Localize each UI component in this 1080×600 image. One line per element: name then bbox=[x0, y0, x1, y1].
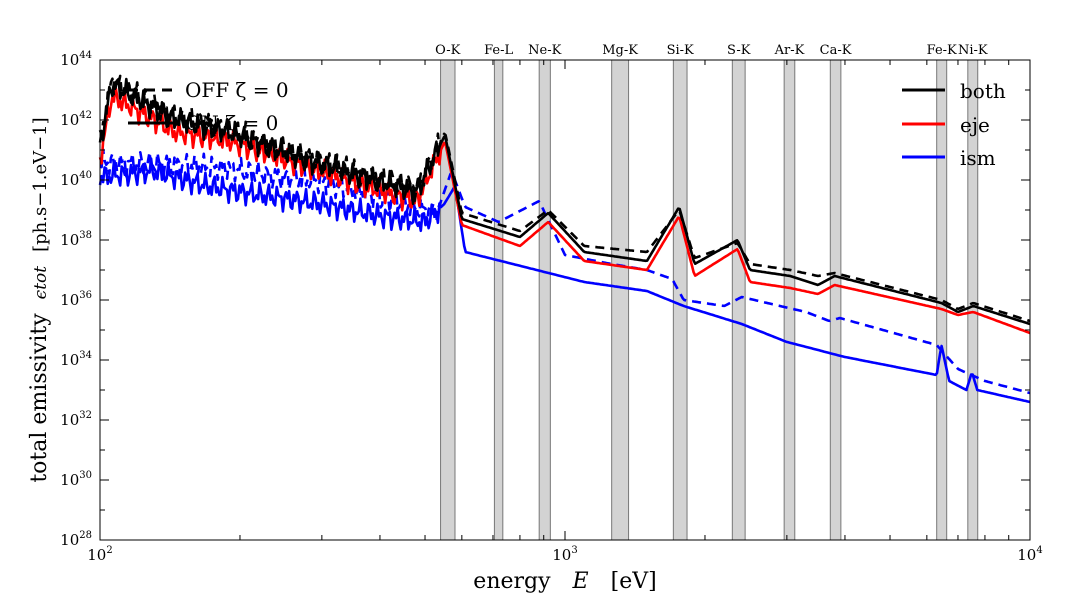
x-tick-label: 104 bbox=[1017, 545, 1042, 564]
band-ca-k bbox=[829, 59, 842, 541]
band-ar-k bbox=[783, 59, 796, 541]
band-label-s-k: S-K bbox=[727, 43, 751, 58]
x-axis-label: energy E [eV] bbox=[473, 569, 656, 594]
band-label-ar-k: Ar-K bbox=[774, 43, 805, 58]
x-axis: 102 103 104 bbox=[87, 60, 1043, 564]
legend-left: OFF ζ = 0 ON ζ = 0 bbox=[128, 78, 289, 135]
x-tick-label: 102 bbox=[87, 545, 112, 564]
y-tick-label: 1032 bbox=[60, 410, 92, 429]
x-tick-label: 103 bbox=[552, 545, 577, 564]
y-tick-label: 1038 bbox=[60, 230, 92, 249]
series-line-5 bbox=[98, 74, 1031, 323]
y-tick-label: 1042 bbox=[60, 110, 92, 129]
y-axis-label: total emissivityϵtot[ph.s−1.eV−1] bbox=[27, 117, 52, 482]
legend-label-eje: eje bbox=[960, 113, 990, 137]
y-tick-label: 1034 bbox=[60, 350, 92, 369]
band-label-ca-k: Ca-K bbox=[820, 43, 852, 58]
series-line-1 bbox=[99, 148, 1031, 395]
band-o-k bbox=[440, 59, 456, 541]
band-label-ne-k: Ne-K bbox=[528, 43, 561, 58]
legend-label-off: OFF ζ = 0 bbox=[185, 78, 289, 102]
legend-label-ism: ism bbox=[960, 146, 996, 170]
band-label-ni-k: Ni-K bbox=[958, 43, 988, 58]
series-line-3 bbox=[98, 84, 1031, 335]
legend-label-on: ON ζ = 0 bbox=[185, 111, 278, 135]
curve-layer bbox=[98, 74, 1031, 404]
series-line-2 bbox=[98, 157, 1031, 404]
band-fe-l bbox=[493, 59, 504, 541]
y-axis: 1028 1030 1032 1034 1036 1038 1040 1042 1044 bbox=[60, 50, 1030, 549]
band-label-si-k: Si-K bbox=[667, 43, 694, 58]
legend-right: both eje ism bbox=[902, 79, 1006, 170]
band-label-mg-k: Mg-K bbox=[602, 43, 638, 58]
band-labels: O-K Fe-L Ne-K Mg-K Si-K S-K Ar-K Ca-K Fe-K Ni-K bbox=[435, 43, 988, 58]
y-tick-label: 1040 bbox=[60, 170, 92, 189]
band-label-o-k: O-K bbox=[435, 43, 461, 58]
band-fe-k bbox=[936, 59, 948, 541]
band-ne-k bbox=[538, 59, 551, 541]
y-tick-label: 1044 bbox=[60, 50, 92, 69]
band-mg-k bbox=[611, 59, 630, 541]
legend-label-both: both bbox=[960, 79, 1006, 103]
y-tick-label: 1028 bbox=[60, 530, 92, 549]
y-tick-label: 1030 bbox=[60, 470, 92, 489]
y-tick-label: 1036 bbox=[60, 290, 92, 309]
band-label-fe-l: Fe-L bbox=[484, 43, 513, 58]
band-label-fe-k: Fe-K bbox=[927, 43, 957, 58]
